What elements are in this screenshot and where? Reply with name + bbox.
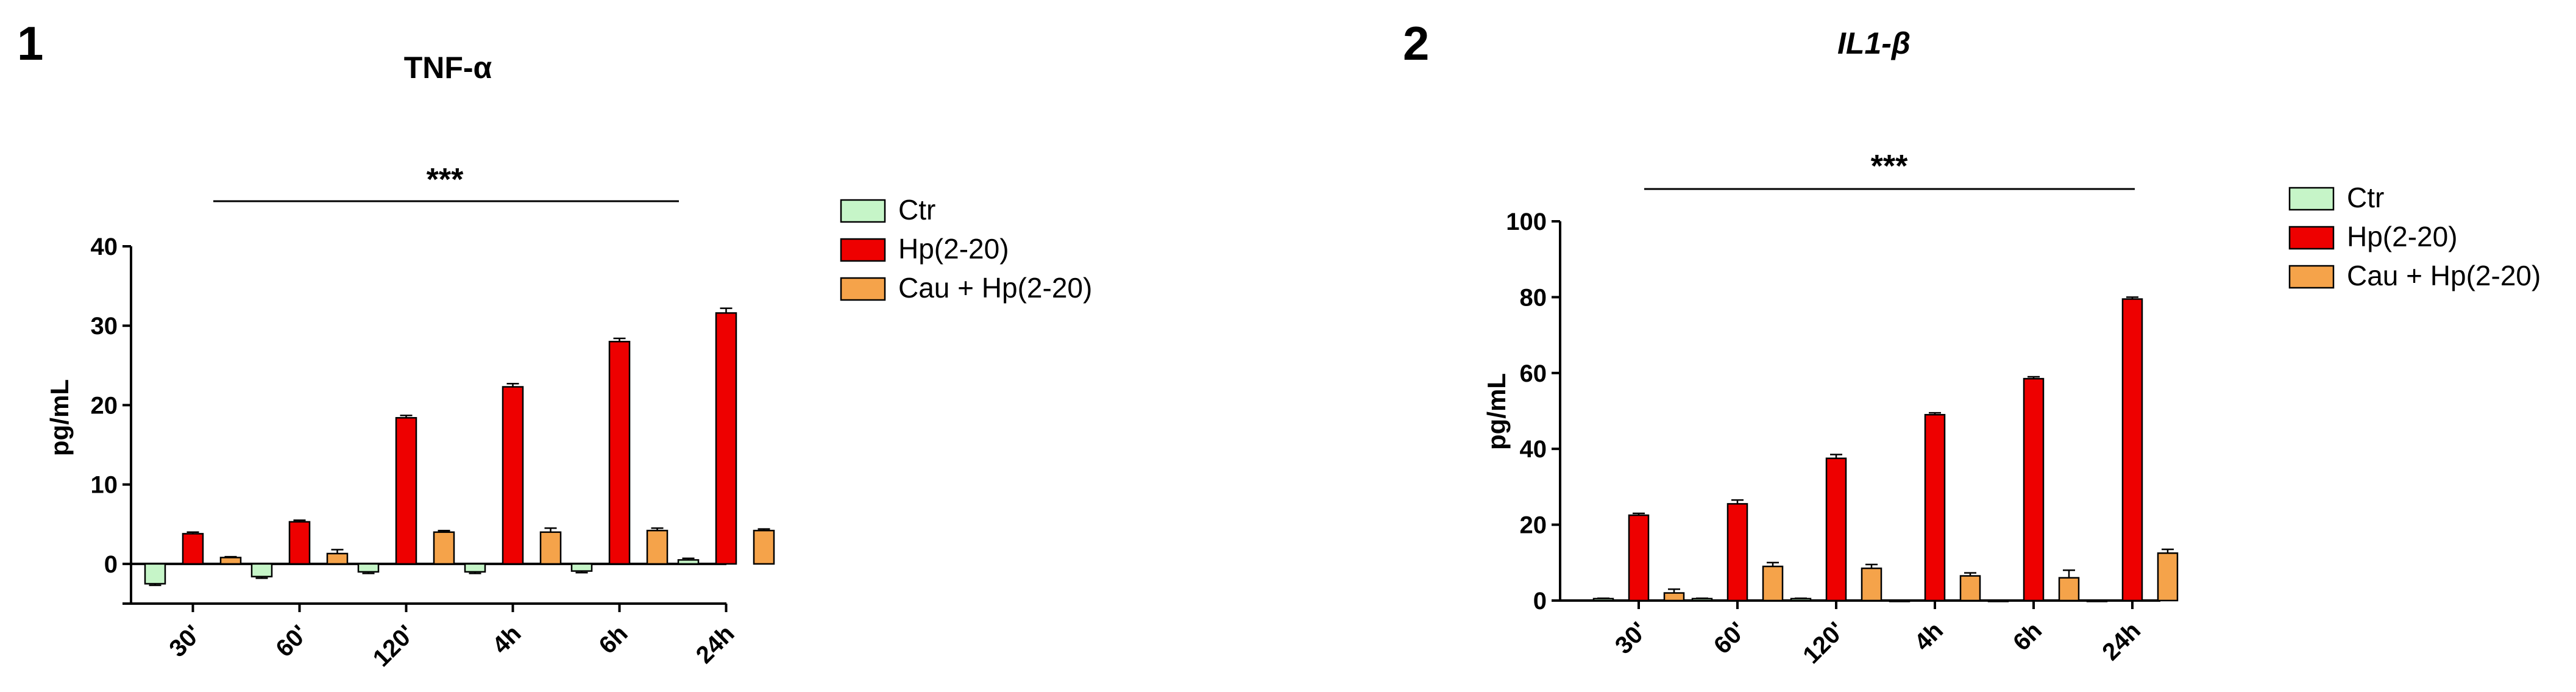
legend-label: Ctr (898, 194, 935, 226)
bar (2058, 577, 2080, 602)
legend-label: Cau + Hp(2-20) (2347, 260, 2541, 291)
bar (2023, 377, 2045, 602)
chart-title: TNF-α (404, 51, 492, 85)
x-tick-label: 6h (594, 620, 633, 659)
y-tick-label: 0 (104, 551, 118, 578)
panel-label: 2 (1403, 16, 1429, 70)
bar (570, 563, 593, 572)
bar (2121, 298, 2143, 602)
bar (1762, 565, 1784, 602)
y-tick-label: 20 (91, 392, 118, 419)
significance-marker: *** (1871, 149, 1908, 184)
y-tick-label: 30 (91, 313, 118, 340)
x-tick-label: 24h (2097, 617, 2146, 666)
y-axis-label: pg/mL (45, 379, 74, 456)
bar (326, 552, 349, 565)
legend-swatch (840, 277, 886, 301)
y-tick-label: 100 (1506, 209, 1547, 235)
bar (1987, 599, 2009, 602)
chart-title: IL1-β (1837, 26, 1911, 60)
legend-label: Hp(2-20) (898, 233, 1009, 265)
y-axis-label: pg/mL (1482, 373, 1511, 450)
y-tick-label: 60 (1520, 360, 1547, 387)
x-tick-label: 120' (368, 620, 420, 672)
bar (288, 521, 311, 565)
panel-label: 1 (17, 16, 43, 70)
bar (1861, 567, 1882, 602)
legend: Ctr Hp(2-20) Cau + Hp(2-20) (840, 194, 1092, 304)
bar (2086, 599, 2108, 602)
x-tick-label: 24h (691, 620, 740, 669)
bar (1889, 599, 1911, 602)
bar (1825, 457, 1847, 602)
x-tick-label: 60' (1709, 617, 1751, 659)
bar (1628, 514, 1650, 602)
y-tick-label: 0 (1533, 588, 1547, 615)
bar (219, 557, 242, 565)
x-tick-label: 60' (271, 620, 313, 662)
x-tick-label: 4h (1909, 617, 1948, 656)
bar (753, 529, 775, 565)
y-tick-label: 10 (91, 472, 118, 499)
bar (464, 563, 486, 573)
legend-swatch (2288, 265, 2335, 289)
bar (395, 417, 417, 565)
bar (2157, 552, 2179, 602)
y-tick-label: 20 (1520, 512, 1547, 539)
bar (144, 563, 166, 585)
bar (1663, 592, 1685, 602)
x-tick-label: 120' (1798, 617, 1850, 669)
y-tick-label: 80 (1520, 284, 1547, 311)
legend-label: Cau + Hp(2-20) (898, 272, 1092, 304)
bar (608, 341, 631, 565)
legend-swatch (2288, 226, 2335, 250)
y-tick-label: 40 (91, 234, 118, 260)
legend-swatch (2288, 187, 2335, 211)
legend: Ctr Hp(2-20) Cau + Hp(2-20) (2288, 182, 2541, 291)
legend-label: Ctr (2347, 182, 2384, 213)
y-tick-label: 40 (1520, 436, 1547, 463)
bar (433, 531, 455, 565)
bars (1592, 296, 2179, 602)
bar (182, 533, 204, 565)
x-tick-label: 30' (164, 620, 206, 662)
bar (502, 386, 524, 565)
significance-marker: *** (427, 162, 464, 198)
bar (1959, 575, 1981, 602)
chart-panel-2: 2 IL1-β pg/mL *** 0 20 40 60 80 100 30' 60' 120'… (1403, 16, 2541, 669)
bar (1924, 413, 1946, 602)
bar (677, 559, 700, 565)
bar (646, 529, 669, 565)
chart-panel-1: 1 TNF-α pg/mL *** 0 10 20 30 40 30' 60' 120' 4h 6… (17, 16, 1092, 672)
bar (539, 531, 562, 565)
x-tick-label: 4h (488, 620, 527, 659)
legend-swatch (840, 238, 886, 262)
bars (144, 307, 775, 587)
bar (357, 563, 380, 573)
x-tick-label: 30' (1610, 617, 1652, 659)
legend-label: Hp(2-20) (2347, 221, 2458, 252)
legend-swatch (840, 199, 886, 223)
bar (250, 563, 273, 577)
x-tick-label: 6h (2008, 617, 2047, 656)
bar (715, 312, 737, 565)
bar (1726, 503, 1748, 602)
